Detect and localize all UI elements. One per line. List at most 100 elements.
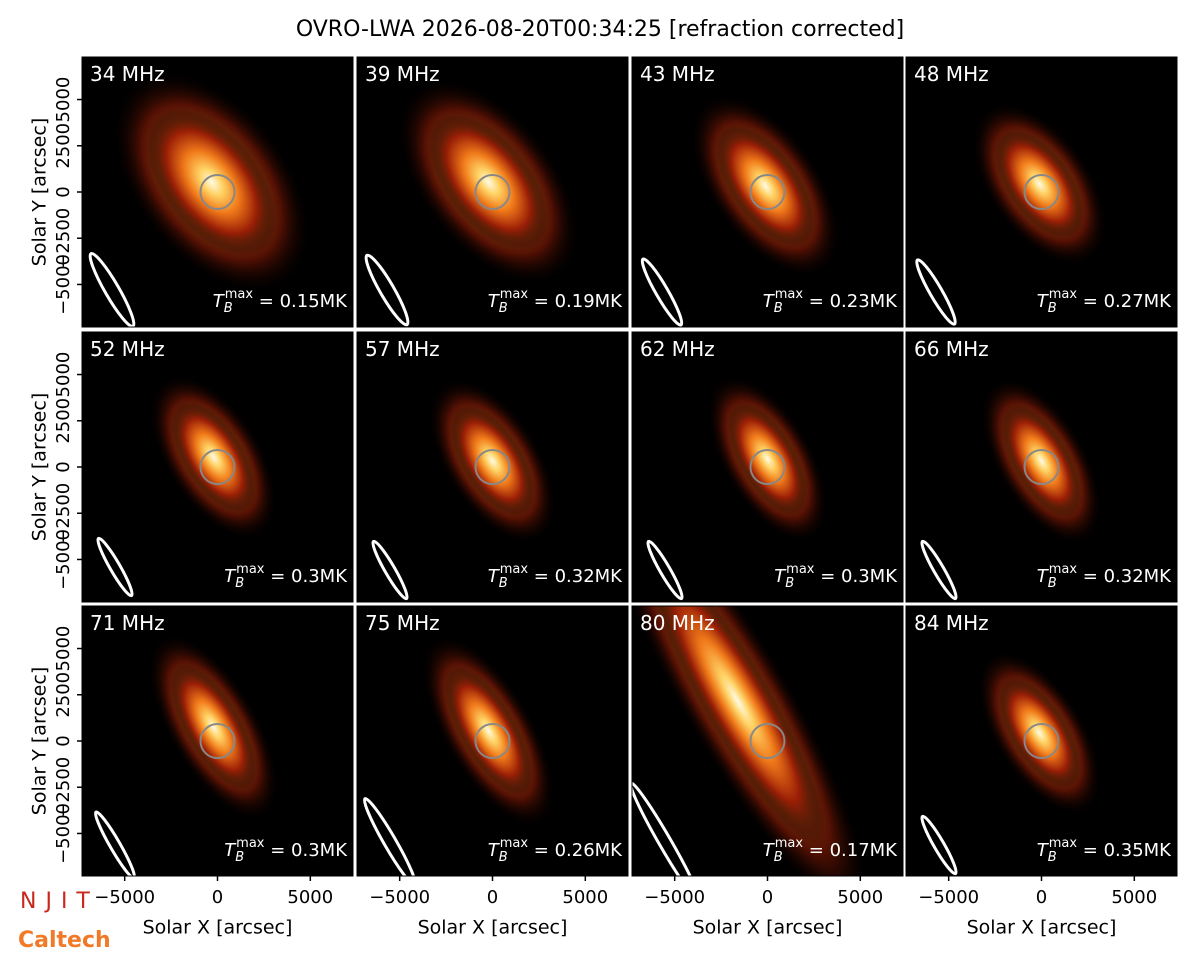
solar-disk [749,449,786,485]
tmax-superscript: max [786,562,815,577]
solar-disk [199,449,236,485]
frequency-label: 62 MHz [640,337,715,361]
x-tick-label: −5000 [94,887,155,908]
tmax-value: 0.3MK [291,840,348,861]
frequency-label: 57 MHz [365,337,440,361]
tmax-equals: = [1077,840,1104,861]
emission-core [649,606,826,845]
emission-core [450,406,535,516]
tmax-label: TBmax = 0.19MK [488,287,623,316]
tmax-subscript: B [774,850,783,865]
tmax-equals: = [528,840,555,861]
tmax-equals: = [803,840,830,861]
panel: 84 MHz TBmax = 0.35MK [906,606,1177,876]
tmax-superscript: max [500,836,529,851]
tmax-symbol: T [224,840,237,861]
emission-core [429,113,548,251]
panel: 62 MHz TBmax = 0.3MK [632,332,903,602]
tmax-value: 0.26MK [555,840,624,861]
tmax-symbol: T [213,291,226,312]
beam [920,814,958,876]
y-tick-label: −2500 [53,483,74,544]
panel-frame [905,56,1178,328]
tmax-symbol: T [774,566,787,587]
x-axis-label: Solar X [arcsec] [418,917,568,939]
solar-disk [474,174,511,210]
frequency-label: 52 MHz [90,337,165,361]
tmax-equals: = [265,566,292,587]
tmax-equals: = [1077,566,1104,587]
panel: 80 MHz TBmax = 0.17MK [632,606,903,876]
y-tick-label: −2500 [53,757,74,818]
emission-core [1002,405,1081,517]
solar-disk [1023,449,1060,485]
emission-core [146,108,277,256]
panel-frame [905,331,1178,603]
emission-core [716,125,815,247]
x-tick-label: 0 [212,887,223,908]
tmax-subscript: B [774,301,783,316]
tmax-symbol: T [1037,840,1050,861]
panel: 57 MHz TBmax = 0.32MK [357,332,628,602]
tmax-subscript: B [1048,850,1057,865]
frequency-label: 43 MHz [640,62,715,86]
panel: 71 MHz TBmax = 0.3MK [82,606,353,876]
frequency-label: 34 MHz [90,62,165,86]
figure-title: OVRO-LWA 2026-08-20T00:34:25 [refraction… [296,17,904,42]
x-tick-label: 5000 [837,887,883,908]
tmax-superscript: max [1049,562,1078,577]
tmax-label: TBmax = 0.35MK [1037,836,1172,865]
tmax-label: TBmax = 0.23MK [763,287,898,316]
tmax-label: TBmax = 0.26MK [488,836,623,865]
tmax-label: TBmax = 0.27MK [1037,287,1172,316]
tmax-label: TBmax = 0.17MK [763,836,898,865]
x-tick-label: 0 [1036,887,1047,908]
y-tick-label: 0 [53,461,74,472]
tmax-superscript: max [1049,836,1078,851]
y-tick-label: −5000 [53,254,74,315]
tmax-superscript: max [500,562,529,577]
panel-frame [631,331,904,603]
emission-core [445,667,532,795]
x-tick-label: 5000 [562,887,608,908]
solar-disk [749,174,786,210]
tmax-superscript: max [500,287,529,302]
tmax-superscript: max [775,287,804,302]
tmax-label: TBmax = 0.3MK [224,562,348,591]
x-tick-label: −5000 [918,887,979,908]
solar-disk [474,723,511,759]
tmax-superscript: max [1049,287,1078,302]
tmax-label: TBmax = 0.3MK [224,836,348,865]
y-tick-label: 5000 [53,352,74,398]
y-axis-label: Solar Y [arcsec] [29,667,51,815]
frequency-label: 80 MHz [640,611,715,635]
tmax-symbol: T [488,840,501,861]
frequency-label: 48 MHz [914,62,989,86]
frequency-label: 71 MHz [90,611,165,635]
beam [640,257,684,327]
x-tick-label: 0 [762,887,773,908]
panel: 75 MHz TBmax = 0.26MK [357,606,628,876]
y-tick-label: 5000 [53,626,74,672]
beam [94,810,136,876]
x-axis-label: Solar X [arcsec] [143,917,293,939]
tmax-subscript: B [1048,576,1057,591]
beam [646,539,684,601]
tmax-symbol: T [224,566,237,587]
tmax-value: 0.15MK [280,291,349,312]
tmax-subscript: B [1048,301,1057,316]
tmax-subscript: B [785,576,794,591]
tmax-label: TBmax = 0.15MK [213,287,348,316]
x-tick-label: −5000 [369,887,430,908]
tmax-superscript: max [225,287,254,302]
solar-disk [199,174,236,210]
tmax-symbol: T [763,291,776,312]
tmax-subscript: B [235,576,244,591]
tmax-equals: = [815,566,842,587]
tmax-label: TBmax = 0.32MK [1037,562,1172,591]
emission-core [728,403,807,515]
solar-disk [1023,723,1060,759]
y-tick-label: 2500 [53,123,74,169]
beam [96,536,134,598]
